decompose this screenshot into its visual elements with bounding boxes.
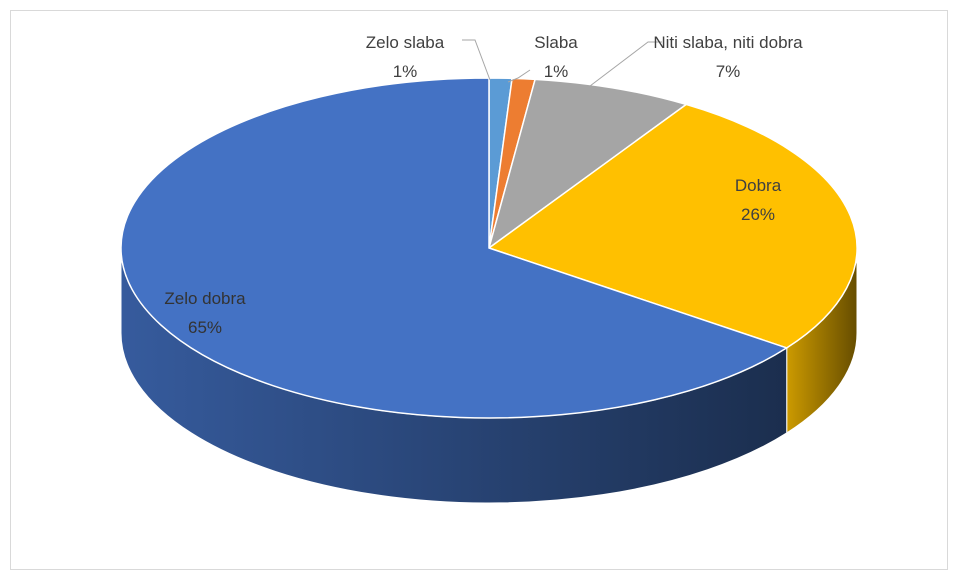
value-label: 26% [740,205,776,224]
leader-line [507,69,531,83]
category-label: Dobra [734,176,782,195]
leader-line [589,41,662,87]
category-label: Zelo slaba [365,33,445,52]
value-label: 7% [715,62,741,81]
value-label: 1% [392,62,418,81]
data-label: Dobra 26% [735,171,781,229]
data-label: Zelo slaba 1% [366,28,444,86]
slice [120,77,789,419]
slice [487,78,688,250]
category-label: Niti slaba, niti dobra [653,33,803,52]
value-label: 1% [543,62,569,81]
category-label: Slaba [534,33,578,52]
data-label: Niti slaba, niti dobra 7% [653,28,803,86]
chart-frame [10,10,948,570]
leader-line [462,39,491,81]
value-label: 65% [187,318,223,337]
tops [120,77,858,419]
data-label: Slaba 1% [534,28,577,86]
data-label: Zelo dobra 65% [164,284,245,342]
category-label: Zelo dobra [164,289,246,308]
slice [487,103,858,349]
